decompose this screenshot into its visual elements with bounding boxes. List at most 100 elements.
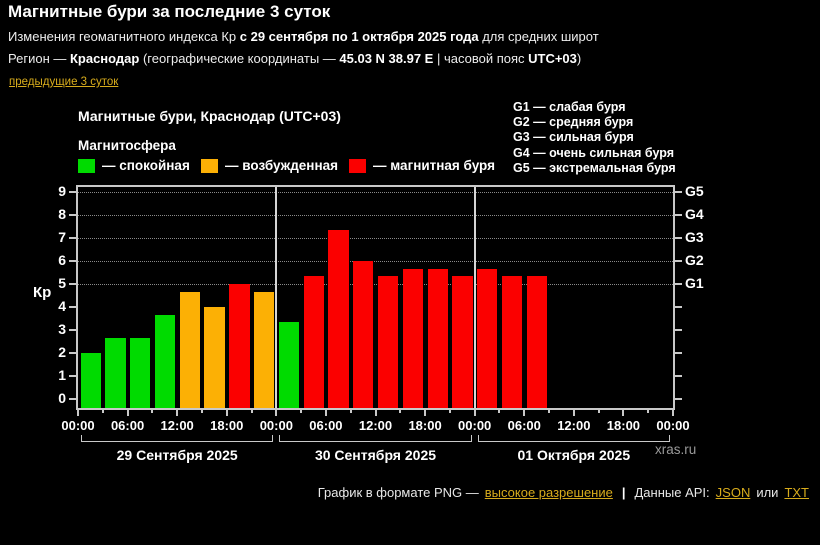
g-legend-line: G1 — слабая буря — [513, 100, 626, 114]
y-axis-tick-label: 1 — [58, 367, 66, 383]
y-axis-tick-label: 5 — [58, 275, 66, 291]
kp-bar — [204, 307, 225, 408]
day-bracket-riser — [669, 435, 670, 442]
g-scale-legend: G1 — слабая буря G2 — средняя буря G3 — си… — [513, 100, 676, 176]
g-legend-line: G3 — сильная буря — [513, 130, 634, 145]
day-bracket-riser — [279, 435, 281, 442]
region-city-bold: Краснодар — [69, 51, 140, 66]
x-axis-major-tick — [324, 410, 327, 416]
txt-link[interactable]: TXT — [784, 485, 809, 500]
g-legend-line: G4 — очень сильная буря — [513, 145, 674, 160]
gridline-kp9 — [78, 192, 673, 193]
kp-bar — [526, 276, 548, 408]
x-axis-minor-tick — [448, 410, 451, 413]
legend-swatch-excited — [201, 158, 218, 173]
day-bracket-riser — [81, 435, 82, 442]
day-label: 29 Сентября 2025 — [116, 447, 238, 463]
y-axis-tick-right — [675, 283, 682, 285]
x-axis-tick-label: 12:00 — [358, 418, 393, 433]
footer: График в формате PNG — высокое разрешение… — [315, 485, 812, 500]
kp-bar — [278, 322, 300, 408]
g-scale-axis-label: G2 — [685, 252, 704, 268]
x-axis-tick-label: 00:00 — [458, 418, 492, 433]
y-axis-tick-left — [69, 375, 76, 377]
day-label: 01 Октября 2025 — [517, 447, 631, 463]
day-bracket-riser — [272, 435, 274, 442]
kp-bar-chart: 0 1 2 3 4 5 6 7 8 9 G1 G2 G3 G4 G5 00:00 06:00 12:00 18:00… — [58, 183, 703, 463]
footer-separator: | — [621, 485, 626, 500]
day-label: 30 Сентября 2025 — [314, 447, 437, 463]
or-text: или — [756, 485, 779, 500]
y-axis-tick-right — [675, 237, 682, 239]
y-axis-tick-right — [675, 398, 682, 400]
region-close-paren: ) — [576, 51, 582, 66]
x-axis-major-tick — [672, 410, 674, 416]
previous-3-days-link[interactable]: предыдущие 3 суток — [9, 76, 119, 88]
y-axis-label: Кр — [33, 284, 52, 301]
y-axis-tick-label: 9 — [58, 183, 66, 199]
region-coords-text: (географические координаты — — [139, 51, 340, 66]
x-axis-major-tick — [126, 410, 129, 416]
day-bracket-line — [279, 441, 471, 442]
subtitle-dates-bold: с 29 сентября по 1 октября 2025 года — [239, 29, 479, 44]
y-axis-tick-right — [675, 329, 682, 331]
subtitle-line: Изменения геомагнитного индекса Кр с 29 … — [8, 29, 599, 44]
g-legend-line: G5 — экстремальная буря — [513, 160, 676, 175]
magnetosphere-legend: — спокойная — возбужденная — магнитная бур… — [0, 158, 820, 176]
legend-label: — спокойная — [102, 158, 190, 173]
region-coords-bold: 45.03 N 38.97 E — [339, 51, 434, 66]
x-axis-major-tick — [523, 410, 526, 416]
kp-bar — [229, 284, 250, 408]
x-axis-tick-label: 12:00 — [557, 418, 591, 433]
x-axis-tick-label: 00:00 — [259, 418, 293, 433]
g-scale-axis-label: G4 — [685, 206, 704, 222]
kp-bar — [452, 276, 473, 408]
y-axis-tick-label: 0 — [58, 390, 66, 406]
y-axis-tick-label: 7 — [58, 229, 66, 245]
magnetosphere-legend-title: Магнитосфера — [78, 138, 176, 153]
kp-bar — [254, 291, 275, 408]
page-title: Магнитные бури за последние 3 суток — [8, 2, 331, 21]
y-axis-tick-left — [69, 260, 76, 262]
day-bracket-riser — [470, 435, 472, 442]
y-axis-tick-left — [69, 306, 76, 308]
kp-bar — [402, 268, 424, 408]
kp-bar — [328, 230, 349, 408]
x-axis-tick-label: 06:00 — [309, 418, 343, 433]
subtitle-text: Изменения геомагнитного индекса Кр — [8, 29, 240, 44]
y-axis-tick-label: 4 — [58, 298, 66, 314]
json-link[interactable]: JSON — [715, 485, 751, 500]
x-axis-tick-label: 12:00 — [160, 418, 194, 433]
high-resolution-link[interactable]: высокое разрешение — [484, 485, 613, 500]
day-bracket-line — [477, 441, 669, 442]
x-axis-major-tick — [374, 410, 377, 416]
x-axis-tick-label: 18:00 — [408, 418, 442, 433]
gridline-kp6 — [78, 261, 673, 262]
y-axis-tick-label: 8 — [58, 206, 66, 222]
kp-bar — [105, 337, 126, 408]
day-bracket-riser — [477, 435, 479, 442]
y-axis-tick-right — [675, 306, 682, 308]
kp-bar — [130, 337, 151, 408]
y-axis-tick-left — [69, 352, 76, 354]
legend-label: — магнитная буря — [373, 158, 495, 173]
x-axis-tick-label: 18:00 — [606, 418, 641, 433]
x-axis-major-tick — [176, 410, 179, 416]
y-axis-tick-right — [675, 191, 682, 193]
kp-bar — [378, 276, 399, 408]
y-axis-tick-right — [675, 352, 682, 354]
y-axis-tick-left — [69, 283, 76, 285]
x-axis-minor-tick — [101, 410, 104, 413]
legend-swatch-storm — [349, 158, 366, 173]
region-text: Регион — — [8, 51, 70, 66]
y-axis-tick-left — [69, 191, 76, 193]
region-tz-text: | часовой пояс — [433, 51, 529, 66]
x-axis-minor-tick — [200, 410, 203, 413]
region-line: Регион — Краснодар (географические коорд… — [8, 51, 581, 66]
x-axis-tick-label: 06:00 — [507, 418, 541, 433]
day-separator-line — [275, 187, 278, 408]
gridline-kp8 — [78, 215, 673, 216]
kp-bar — [154, 314, 176, 408]
x-axis-tick-label: 00:00 — [61, 418, 95, 433]
